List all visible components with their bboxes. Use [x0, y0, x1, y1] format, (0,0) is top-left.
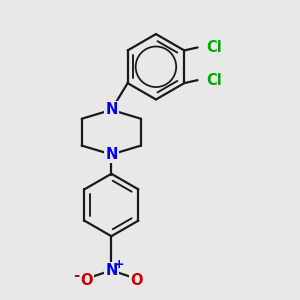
Text: N: N — [105, 102, 118, 117]
Text: +: + — [113, 258, 124, 271]
Text: O: O — [130, 273, 143, 288]
Text: Cl: Cl — [206, 40, 222, 55]
Text: N: N — [105, 147, 118, 162]
Text: O: O — [80, 273, 92, 288]
Text: -: - — [74, 268, 80, 283]
Text: N: N — [105, 263, 118, 278]
Text: Cl: Cl — [206, 73, 222, 88]
